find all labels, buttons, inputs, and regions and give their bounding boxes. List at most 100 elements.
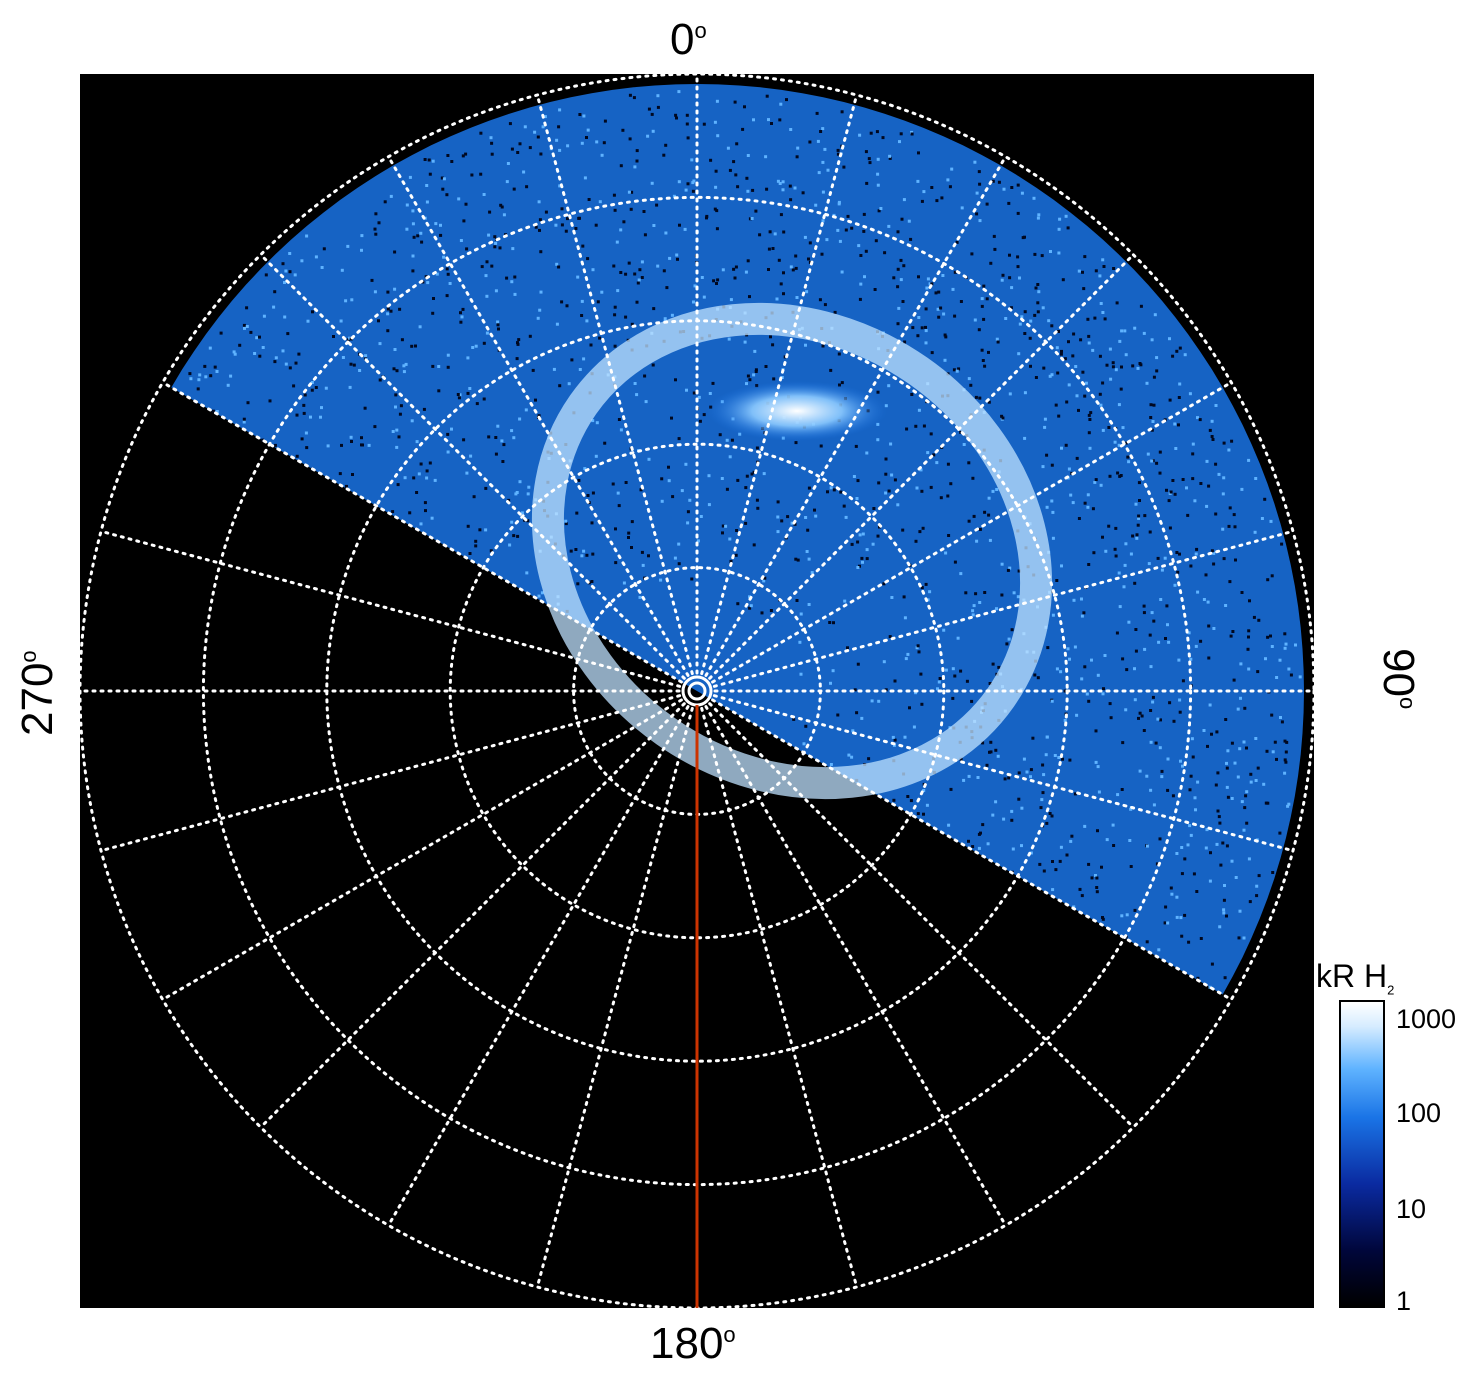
- noise-pixel: [340, 443, 343, 447]
- noise-pixel: [1245, 746, 1248, 750]
- noise-pixel: [494, 452, 498, 456]
- noise-pixel: [314, 386, 318, 389]
- noise-pixel: [877, 699, 881, 703]
- noise-pixel: [856, 479, 860, 483]
- noise-pixel: [959, 669, 963, 673]
- noise-pixel: [776, 500, 780, 504]
- noise-pixel: [665, 286, 669, 290]
- noise-pixel: [1158, 746, 1162, 750]
- noise-pixel: [619, 271, 623, 274]
- noise-pixel: [1056, 371, 1060, 375]
- noise-pixel: [752, 118, 755, 122]
- noise-pixel: [750, 472, 754, 476]
- noise-pixel: [1111, 361, 1115, 365]
- noise-pixel: [985, 763, 989, 767]
- noise-pixel: [258, 354, 262, 358]
- noise-pixel: [1086, 317, 1090, 321]
- noise-pixel: [1006, 568, 1010, 572]
- noise-pixel: [902, 264, 906, 268]
- noise-pixel: [684, 462, 688, 466]
- noise-pixel: [821, 344, 825, 348]
- noise-pixel: [377, 221, 381, 225]
- noise-pixel: [1000, 593, 1004, 597]
- noise-pixel: [537, 594, 541, 598]
- noise-pixel: [920, 489, 924, 493]
- noise-pixel: [410, 419, 414, 423]
- noise-pixel: [1236, 775, 1240, 779]
- noise-pixel: [1240, 487, 1244, 491]
- noise-pixel: [1155, 862, 1159, 866]
- noise-pixel: [1225, 761, 1228, 765]
- noise-pixel: [942, 628, 946, 632]
- noise-pixel: [1173, 583, 1177, 587]
- noise-pixel: [516, 151, 520, 154]
- noise-pixel: [664, 143, 668, 147]
- noise-pixel: [528, 146, 532, 150]
- noise-pixel: [585, 319, 589, 323]
- noise-pixel: [775, 297, 779, 301]
- noise-pixel: [490, 264, 494, 268]
- noise-pixel: [560, 223, 564, 227]
- noise-pixel: [985, 202, 989, 206]
- noise-pixel: [614, 561, 618, 565]
- noise-pixel: [844, 228, 848, 232]
- noise-pixel: [525, 571, 529, 575]
- noise-pixel: [1097, 790, 1101, 794]
- noise-pixel: [1234, 558, 1237, 562]
- noise-pixel: [273, 360, 277, 364]
- noise-pixel: [1228, 506, 1232, 510]
- noise-pixel: [1020, 844, 1023, 848]
- noise-pixel: [1210, 732, 1213, 736]
- noise-pixel: [531, 368, 535, 372]
- noise-pixel: [951, 667, 955, 671]
- noise-pixel: [753, 349, 757, 353]
- noise-pixel: [917, 316, 921, 319]
- noise-pixel: [510, 520, 514, 524]
- noise-pixel: [1191, 477, 1195, 481]
- noise-pixel: [1160, 775, 1164, 779]
- noise-pixel: [975, 191, 979, 195]
- noise-pixel: [767, 247, 771, 251]
- noise-pixel: [1137, 516, 1141, 520]
- noise-pixel: [445, 294, 449, 298]
- noise-pixel: [1061, 278, 1065, 282]
- noise-pixel: [778, 118, 782, 122]
- noise-pixel: [332, 335, 335, 338]
- noise-pixel: [1165, 488, 1168, 492]
- noise-pixel: [196, 387, 200, 391]
- noise-pixel: [500, 439, 504, 443]
- noise-pixel: [1070, 834, 1074, 838]
- noise-pixel: [1099, 403, 1103, 407]
- noise-pixel: [1248, 900, 1252, 904]
- noise-pixel: [1041, 465, 1045, 469]
- noise-pixel: [416, 234, 420, 238]
- noise-pixel: [386, 307, 390, 311]
- noise-pixel: [242, 417, 246, 421]
- noise-pixel: [1171, 479, 1175, 482]
- noise-pixel: [314, 255, 318, 259]
- noise-pixel: [441, 187, 445, 191]
- noise-pixel: [1238, 747, 1242, 751]
- noise-pixel: [752, 543, 756, 547]
- noise-pixel: [899, 258, 903, 262]
- noise-pixel: [856, 566, 860, 569]
- noise-pixel: [1199, 482, 1203, 485]
- noise-pixel: [743, 340, 747, 344]
- noise-pixel: [978, 219, 982, 223]
- noise-pixel: [1001, 273, 1005, 277]
- noise-pixel: [912, 725, 916, 729]
- noise-pixel: [1136, 523, 1140, 527]
- noise-pixel: [439, 233, 443, 237]
- noise-pixel: [1169, 490, 1173, 494]
- noise-pixel: [668, 256, 672, 260]
- noise-pixel: [1194, 644, 1198, 648]
- noise-pixel: [744, 270, 748, 274]
- noise-pixel: [418, 325, 422, 329]
- noise-pixel: [1108, 347, 1112, 351]
- noise-pixel: [494, 241, 498, 245]
- noise-pixel: [924, 307, 928, 311]
- noise-pixel: [322, 247, 326, 251]
- noise-pixel: [925, 286, 929, 290]
- noise-pixel: [1255, 884, 1259, 888]
- noise-pixel: [876, 183, 880, 187]
